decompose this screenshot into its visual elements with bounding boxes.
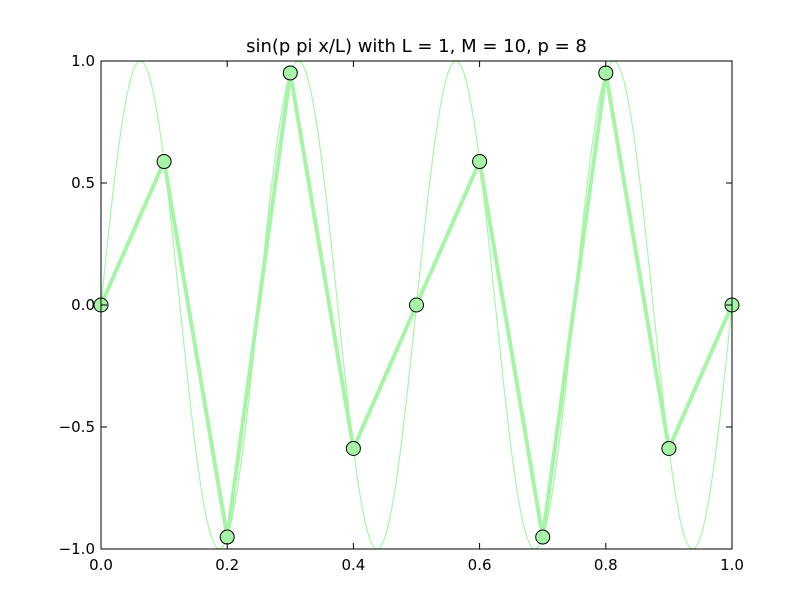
chart-title: sin(p pi x/L) with L = 1, M = 10, p = 8 [246, 36, 587, 57]
data-point-2 [219, 529, 235, 545]
y-tick-label-1: 0.5 [71, 174, 95, 192]
data-point-1 [156, 154, 172, 170]
x-tick-label-5: 1.0 [720, 556, 744, 574]
x-tick-label-0: 0.0 [89, 556, 113, 574]
data-point-9 [661, 440, 677, 456]
y-tick-label-4: −1.0 [59, 540, 95, 558]
y-tick-label-0: 1.0 [71, 52, 95, 70]
x-tick-label-3: 0.6 [468, 556, 492, 574]
x-tick-label-2: 0.4 [341, 556, 365, 574]
tick-layer: 0.0 0.2 0.4 0.6 0.8 1.0 1.0 0.5 0.0 −0.5 −1.0 [59, 52, 744, 574]
x-tick-label-4: 0.8 [594, 556, 618, 574]
x-tick-label-1: 0.2 [215, 556, 239, 574]
y-tick-label-3: −0.5 [59, 418, 95, 436]
data-point-6 [472, 154, 488, 170]
data-point-8 [598, 65, 614, 81]
data-point-4 [345, 440, 361, 456]
data-point-7 [535, 529, 551, 545]
marker-layer [93, 65, 740, 545]
y-tick-label-2: 0.0 [71, 296, 95, 314]
data-point-5 [409, 297, 424, 313]
data-point-3 [282, 65, 298, 81]
